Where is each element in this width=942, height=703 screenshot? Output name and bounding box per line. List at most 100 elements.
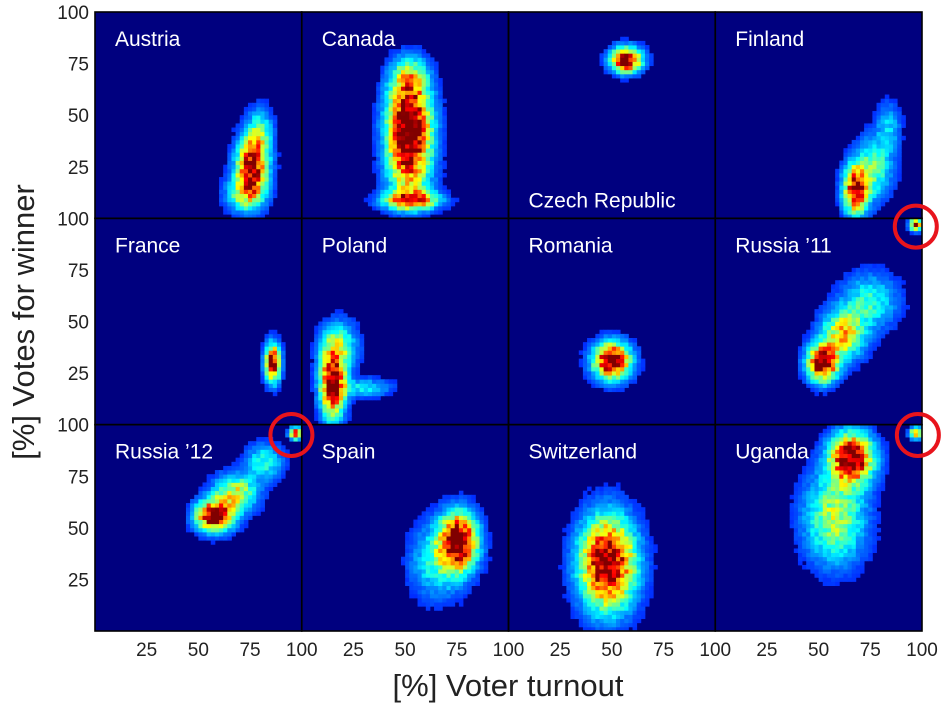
heat-cell (851, 156, 857, 161)
heat-cell (839, 333, 844, 339)
heat-cell (463, 523, 468, 529)
heat-cell (864, 540, 869, 545)
heat-cell (235, 160, 241, 166)
heat-cell (429, 581, 435, 587)
heat-cell (624, 602, 629, 607)
heat-cell (893, 177, 898, 182)
heatmap-cells (578, 329, 646, 393)
heat-cell (835, 346, 840, 351)
heat-cell (847, 325, 853, 331)
heat-cell (223, 197, 228, 203)
heat-cell (880, 267, 886, 273)
heat-cell (574, 585, 580, 591)
heat-cell (272, 453, 278, 459)
heat-cell (198, 507, 203, 512)
heat-cell (839, 552, 844, 558)
heat-cell (822, 527, 828, 533)
heat-cell (864, 453, 869, 459)
heat-cell (802, 465, 807, 471)
heat-cell (483, 544, 489, 549)
heat-cell (847, 556, 853, 562)
heat-cell (198, 531, 203, 537)
heat-cell (810, 556, 815, 562)
heat-cell (450, 577, 456, 582)
heat-cell (438, 589, 443, 595)
heat-cell (818, 486, 824, 492)
heat-cell (372, 375, 377, 380)
heat-cell (603, 507, 609, 512)
heat-cell (831, 470, 836, 475)
heat-cell (248, 478, 253, 483)
heat-cell (392, 94, 398, 100)
heat-cell (450, 511, 456, 516)
heat-cell (566, 564, 571, 570)
heat-cell (454, 519, 460, 525)
heat-cell (603, 65, 609, 71)
heat-cell (206, 536, 212, 541)
heat-cell (413, 82, 418, 87)
heat-cell (880, 131, 886, 137)
heat-cell (351, 354, 356, 360)
heat-cell (644, 49, 650, 54)
heat-cell (256, 461, 261, 467)
heat-cell (884, 445, 890, 450)
heat-cell (582, 610, 588, 615)
heat-cell (409, 556, 414, 562)
heat-cell (400, 102, 406, 108)
heat-cell (839, 358, 844, 364)
heat-cell (864, 193, 869, 199)
heat-cell (276, 478, 282, 483)
heat-cell (847, 205, 853, 211)
heat-cell (835, 544, 840, 549)
heat-cell (438, 507, 443, 512)
heat-cell (198, 523, 203, 529)
heat-cell (223, 465, 228, 471)
heat-cell (446, 552, 452, 558)
heat-cell (864, 127, 869, 133)
heat-cell (384, 106, 389, 112)
heat-cell (272, 371, 278, 376)
heat-cell (248, 123, 253, 128)
heat-cell (396, 57, 402, 62)
heat-cell (855, 478, 861, 483)
heat-cell (235, 193, 241, 199)
heat-cell (442, 193, 447, 199)
heat-cell (864, 313, 869, 318)
heat-cell (438, 148, 443, 153)
heat-cell (384, 177, 389, 182)
heat-cell (591, 527, 596, 533)
heat-cell (880, 457, 886, 463)
heat-cell (235, 139, 241, 145)
heat-cell (582, 622, 588, 628)
heat-cell (847, 350, 853, 355)
heat-cell (458, 523, 464, 529)
heat-cell (458, 490, 464, 496)
heat-cell (888, 181, 894, 186)
heat-cell (260, 148, 265, 153)
heat-cell (818, 333, 824, 339)
heat-cell (855, 503, 861, 508)
heat-cell (636, 65, 642, 71)
heat-cell (413, 593, 418, 599)
heat-cell (413, 119, 418, 124)
heat-cell (434, 201, 439, 207)
heat-cell (219, 515, 224, 520)
heat-cell (632, 573, 638, 578)
heat-cell (876, 123, 882, 128)
heat-cell (260, 197, 265, 203)
heat-cell (835, 383, 840, 388)
heat-cell (223, 494, 228, 500)
heat-cell (628, 498, 633, 504)
heat-cell (314, 383, 319, 388)
heat-cell (409, 53, 414, 58)
heat-cell (893, 123, 898, 128)
heat-cell (566, 548, 571, 553)
heat-cell (868, 457, 873, 463)
heat-cell (392, 57, 398, 62)
heat-cell (438, 556, 443, 562)
heat-cell (256, 205, 261, 211)
heat-cell (814, 391, 820, 397)
heat-cell (884, 329, 890, 335)
heat-cell (835, 313, 840, 318)
heat-cell (231, 177, 236, 182)
